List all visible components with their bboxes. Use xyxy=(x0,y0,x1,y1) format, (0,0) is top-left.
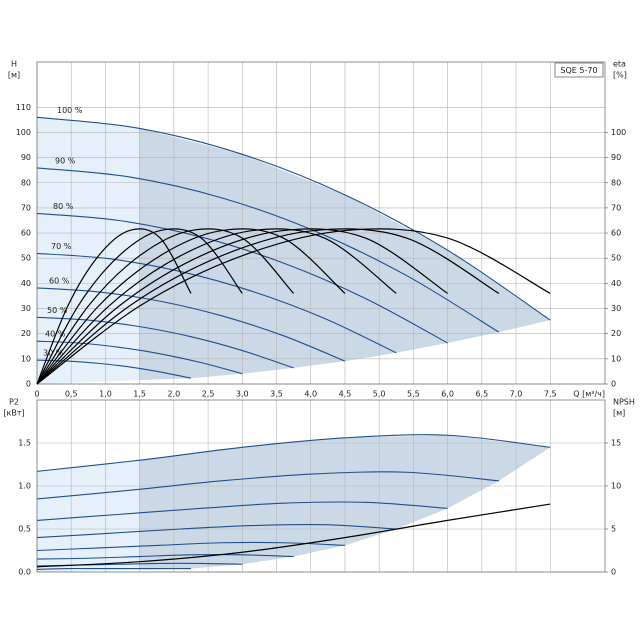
y2-tick-label: 30 xyxy=(611,304,621,313)
y2-tick-label: 40 xyxy=(611,279,621,288)
y2-tick-label: 50 xyxy=(611,254,621,263)
y2-axis-unit: [м] xyxy=(613,409,625,418)
y2-tick-label: 60 xyxy=(611,229,621,238)
x-tick-label: 3,0 xyxy=(236,390,249,399)
curve-label: 30 % xyxy=(43,349,64,358)
y-tick-label: 50 xyxy=(21,254,31,263)
curve xyxy=(36,287,346,362)
y2-tick-label: 10 xyxy=(611,482,621,491)
secondary-curve xyxy=(36,228,551,385)
secondary-curve xyxy=(36,228,243,385)
secondary-curve xyxy=(36,228,397,385)
pump-curve-panel: 0 0,5 1,0 1,5 2,0 2,5 3,0 3,5 4,0 4,5 5,0 5,5 6,0 6,5… xyxy=(8,60,627,399)
title-box xyxy=(554,62,604,78)
secondary-curve xyxy=(36,503,551,568)
y2-tick-label: 15 xyxy=(611,439,621,448)
y2-tick-label: 90 xyxy=(611,153,621,162)
curve xyxy=(36,316,294,369)
y-tick-label: 30 xyxy=(21,304,31,313)
curve xyxy=(36,212,448,344)
plot-frame xyxy=(36,61,606,385)
curve xyxy=(36,567,191,570)
y-tick-label: 100 xyxy=(16,128,31,137)
x-tick-label: 2,5 xyxy=(202,390,215,399)
x-tick-label: 2,0 xyxy=(168,390,181,399)
y-tick-label: 10 xyxy=(21,354,31,363)
plot-frame xyxy=(36,399,606,573)
x-tick-label: 5,5 xyxy=(407,390,420,399)
secondary-curve xyxy=(36,228,192,385)
x-tick-label: 1,0 xyxy=(99,390,112,399)
x-tick-label: 3,5 xyxy=(270,390,283,399)
y2-tick-label: 0 xyxy=(611,568,616,577)
y-axis-label: H xyxy=(11,60,17,69)
y2-tick-label: 5 xyxy=(611,525,616,534)
y-tick-label: 40 xyxy=(21,279,31,288)
curve-label: 60 % xyxy=(49,276,70,285)
x-tick-label: 0 xyxy=(34,390,39,399)
y2-axis-label: eta xyxy=(613,60,626,69)
secondary-curve xyxy=(36,228,295,385)
curve-label: 100 % xyxy=(57,106,83,115)
curve xyxy=(36,523,397,539)
power-panel: 0.0 0.5 1.0 1.5 0 5 10 15 P2 [кВт] NPSH [м] xyxy=(3,398,635,577)
x-tick-label: 6,0 xyxy=(441,390,454,399)
x-tick-label: 6,5 xyxy=(475,390,488,399)
secondary-curve xyxy=(36,228,346,385)
y2-tick-label: 20 xyxy=(611,329,621,338)
curve-label: 80 % xyxy=(53,202,74,211)
curve-label: 90 % xyxy=(55,156,76,165)
x-tick-label: 5,0 xyxy=(373,390,386,399)
y2-tick-label: 80 xyxy=(611,178,621,187)
curve xyxy=(36,434,551,472)
curve xyxy=(36,340,243,375)
y-tick-label: 0 xyxy=(26,380,31,389)
y2-tick-label: 10 xyxy=(611,354,621,363)
y-axis-unit: [м] xyxy=(8,71,20,80)
curve xyxy=(36,116,551,321)
curve xyxy=(36,554,294,560)
y-tick-label: 0.0 xyxy=(18,568,31,577)
x-tick-label: 4,0 xyxy=(304,390,317,399)
curve xyxy=(36,167,500,333)
curve xyxy=(36,252,397,354)
y-axis-label: P2 xyxy=(9,398,19,407)
x-axis-label: Q [м³/ч] xyxy=(573,390,605,399)
x-tick-label: 0,5 xyxy=(65,390,78,399)
x-tick-label: 7,5 xyxy=(544,390,557,399)
chart-title: SQE 5-70 xyxy=(560,66,597,75)
y-tick-label: 90 xyxy=(21,153,31,162)
y-tick-label: 110 xyxy=(16,103,31,112)
y2-tick-label: 100 xyxy=(611,128,626,137)
y-tick-label: 1.5 xyxy=(18,439,31,448)
y2-axis-label: NPSH xyxy=(613,398,635,407)
y-axis-unit: [кВт] xyxy=(3,409,24,418)
y-tick-label: 70 xyxy=(21,203,31,212)
curve xyxy=(36,471,499,500)
secondary-curve xyxy=(36,228,448,385)
x-tick-label: 7,0 xyxy=(510,390,523,399)
y2-tick-label: 0 xyxy=(611,380,616,389)
curve xyxy=(36,541,345,552)
curve-label: 70 % xyxy=(51,242,72,251)
y-tick-label: 1.0 xyxy=(18,482,31,491)
curve xyxy=(36,501,448,521)
x-tick-label: 1,5 xyxy=(133,390,146,399)
y-tick-label: 60 xyxy=(21,229,31,238)
y-tick-label: 80 xyxy=(21,178,31,187)
y2-axis-unit: [%] xyxy=(613,71,627,80)
y-tick-label: 20 xyxy=(21,329,31,338)
x-tick-label: 4,5 xyxy=(339,390,352,399)
curve-label: 50 % xyxy=(47,306,68,315)
y-tick-label: 0.5 xyxy=(18,525,31,534)
secondary-curve xyxy=(36,228,500,385)
y2-tick-label: 70 xyxy=(611,203,621,212)
